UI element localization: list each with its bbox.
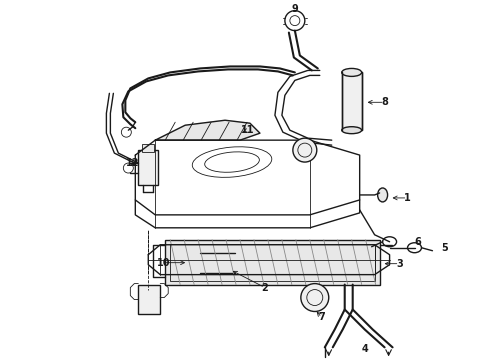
Circle shape [301, 284, 329, 311]
Circle shape [293, 138, 317, 162]
Text: 3: 3 [396, 259, 403, 269]
Text: 6: 6 [414, 237, 421, 247]
Text: 2: 2 [262, 283, 269, 293]
Bar [138, 150, 158, 185]
Text: 8: 8 [381, 97, 388, 107]
Text: 1: 1 [404, 193, 411, 203]
Ellipse shape [229, 253, 241, 273]
Text: 11: 11 [241, 125, 255, 135]
Bar [142, 144, 154, 152]
Bar [200, 253, 235, 273]
Text: 9: 9 [292, 4, 298, 14]
Ellipse shape [342, 68, 362, 76]
Bar [170, 244, 375, 280]
Bar [165, 240, 380, 285]
Text: 5: 5 [441, 243, 448, 253]
Text: 7: 7 [318, 312, 325, 323]
Ellipse shape [194, 253, 206, 273]
Polygon shape [155, 120, 260, 140]
Bar [138, 285, 160, 315]
Ellipse shape [342, 127, 362, 134]
Text: 4: 4 [361, 345, 368, 354]
Text: 12: 12 [125, 158, 139, 168]
Bar [342, 72, 362, 130]
Text: 10: 10 [156, 258, 170, 268]
Ellipse shape [378, 188, 388, 202]
